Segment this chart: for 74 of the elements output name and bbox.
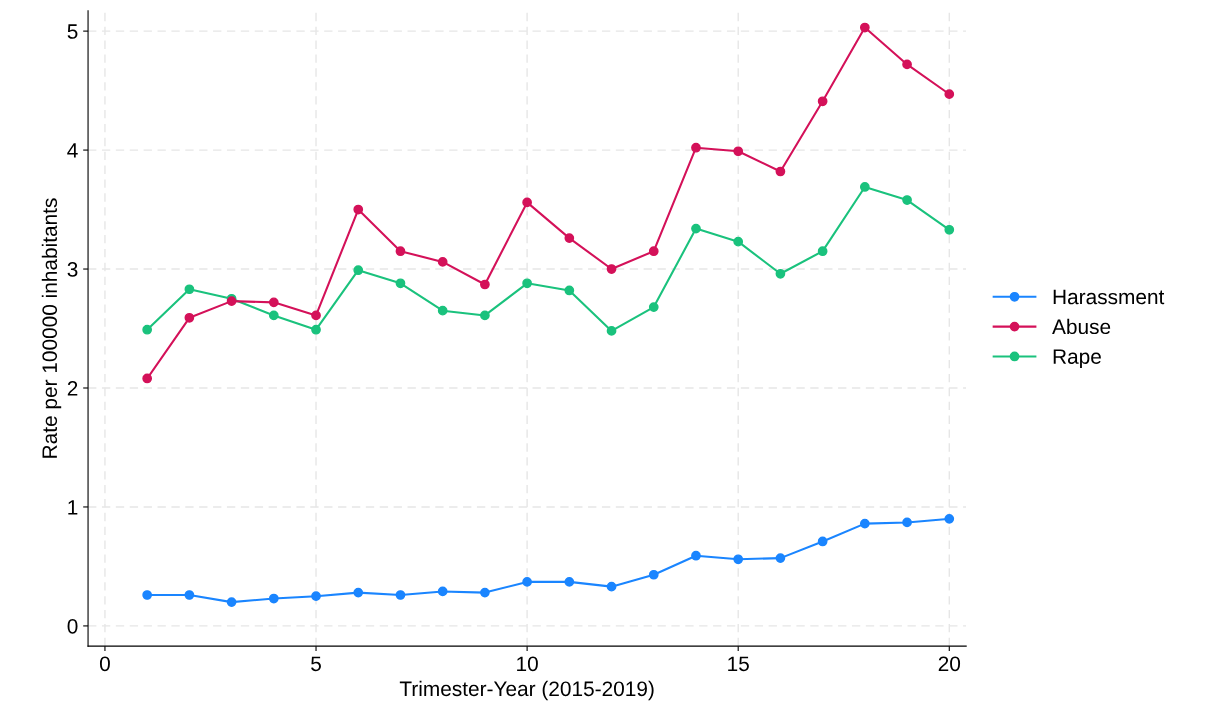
point [691, 550, 701, 561]
point [775, 553, 786, 563]
point [311, 591, 321, 602]
y-tick-label: 3 [67, 262, 78, 277]
point [142, 324, 153, 335]
x-tick-label: 15 [728, 656, 749, 672]
point [859, 22, 870, 33]
point [311, 324, 321, 335]
x-tick-label: 10 [517, 656, 538, 672]
point [480, 587, 490, 598]
point [311, 310, 321, 321]
point [944, 89, 955, 100]
point [353, 587, 364, 598]
point [691, 142, 701, 153]
x-axis-title: Trimester-Year (2015-2019) [399, 680, 654, 701]
point [353, 265, 364, 276]
x-tick-label: 5 [311, 656, 321, 672]
point [606, 581, 617, 592]
point [817, 246, 828, 257]
point [733, 236, 744, 247]
point [733, 554, 744, 565]
point [606, 326, 617, 336]
point [353, 204, 364, 215]
y-tick-label: 0 [67, 618, 78, 634]
point [564, 233, 575, 243]
point [142, 590, 153, 600]
point [564, 285, 575, 296]
y-tick-label: 2 [67, 381, 78, 396]
point [142, 373, 153, 384]
point [817, 96, 828, 107]
point [268, 297, 279, 308]
point [859, 182, 870, 192]
x-tick-label: 20 [938, 656, 961, 672]
point [184, 312, 195, 323]
point [648, 569, 659, 580]
legend-label: Harassment [1053, 289, 1165, 305]
point [437, 257, 448, 267]
point [437, 305, 448, 316]
point [268, 593, 279, 604]
y-tick-label: 4 [67, 143, 78, 158]
point [733, 146, 744, 157]
point [944, 513, 955, 524]
point [648, 302, 659, 312]
y-tick-label: 1 [68, 500, 78, 515]
point [691, 223, 701, 234]
point [902, 195, 912, 205]
point [480, 310, 490, 321]
point [775, 166, 786, 177]
point [902, 59, 912, 70]
point [395, 278, 406, 289]
point [522, 197, 532, 208]
y-axis-title: Rate per 100000 inhabitants [41, 198, 62, 458]
point [902, 517, 912, 528]
point [268, 310, 279, 321]
y-tick-label: 5 [67, 24, 78, 39]
point [395, 246, 406, 257]
point [817, 536, 828, 547]
point [522, 577, 532, 587]
point [480, 279, 490, 290]
point [859, 518, 870, 529]
point [564, 577, 575, 587]
point [226, 597, 237, 607]
x-tick-label: 0 [99, 656, 110, 672]
point [184, 284, 195, 295]
point [522, 278, 532, 289]
point [944, 224, 955, 235]
point [184, 590, 195, 600]
legend-label: Rape [1053, 349, 1101, 369]
point [395, 590, 406, 600]
legend-label: Abuse [1052, 318, 1111, 335]
point [648, 246, 659, 257]
point [606, 264, 617, 274]
point [437, 586, 448, 597]
point [775, 268, 786, 279]
